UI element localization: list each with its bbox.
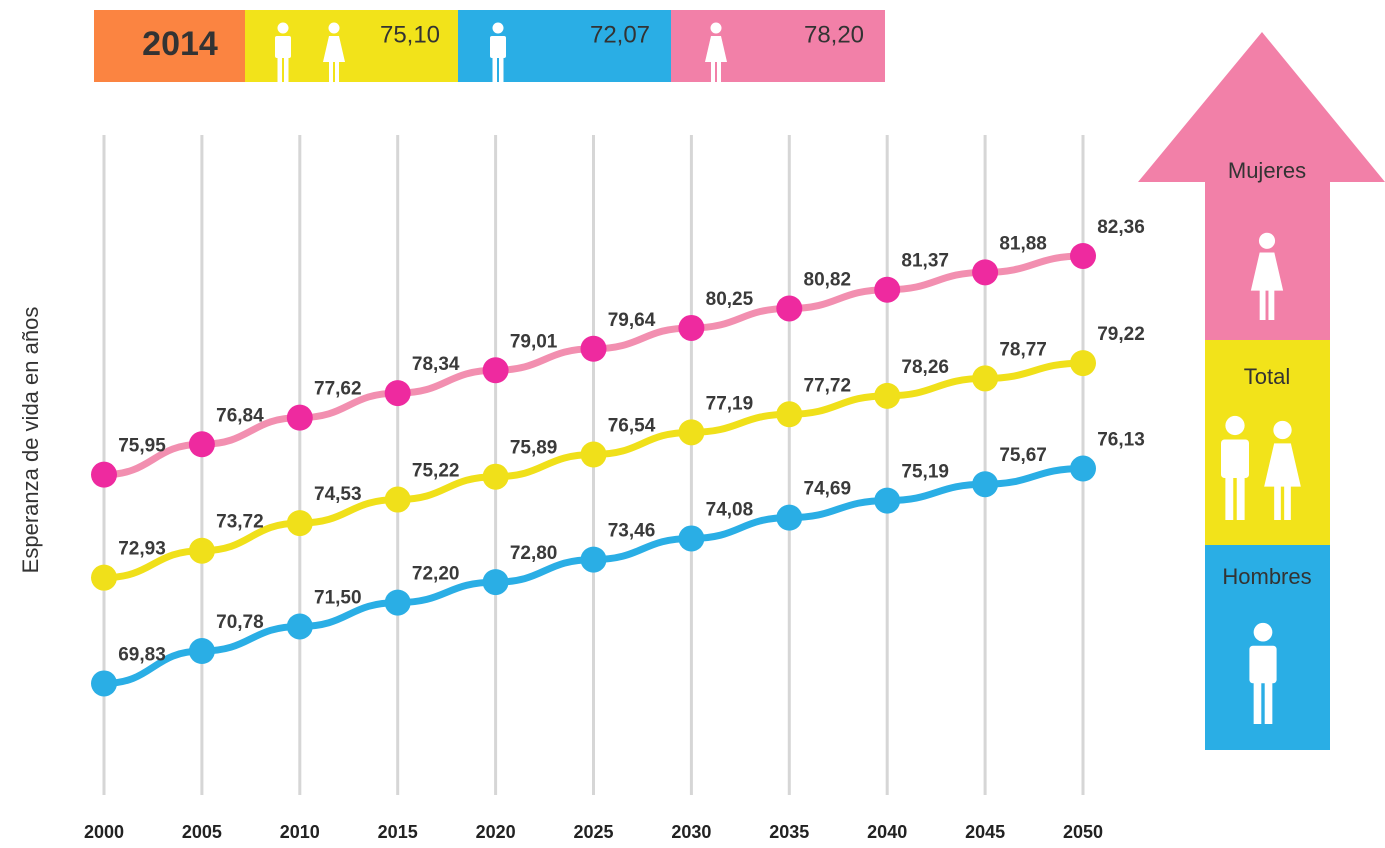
x-tick-label: 2005: [182, 822, 222, 842]
value-label: 79,22: [1097, 324, 1145, 345]
legend-label: Mujeres: [1228, 158, 1306, 183]
value-label: 81,88: [999, 233, 1047, 254]
banner: 2014 75,10 72,07 78,20: [94, 10, 885, 82]
x-tick-label: 2045: [965, 822, 1005, 842]
point: [580, 546, 607, 573]
value-label: 70,78: [216, 612, 264, 633]
value-label: 75,67: [999, 445, 1047, 466]
banner-year: 2014: [142, 25, 218, 63]
legend-arrow: Mujeres Total Hombres: [1138, 32, 1385, 750]
point: [286, 404, 313, 431]
point: [776, 401, 803, 428]
value-label: 78,26: [901, 357, 949, 378]
value-label: 75,89: [510, 438, 558, 459]
point: [580, 335, 607, 362]
value-label: 72,93: [118, 539, 166, 560]
arrow-women: [1138, 32, 1385, 340]
x-tick-label: 2000: [84, 822, 124, 842]
point: [188, 537, 215, 564]
x-tick-label: 2035: [769, 822, 809, 842]
point: [874, 276, 901, 303]
point: [1070, 242, 1096, 269]
banner-women-box: [671, 10, 885, 82]
point: [972, 365, 999, 392]
x-tick-label: 2015: [378, 822, 418, 842]
value-label: 72,80: [510, 543, 558, 564]
x-tick-label: 2020: [476, 822, 516, 842]
point: [91, 670, 117, 697]
point: [188, 431, 215, 458]
y-axis-label: Esperanza de vida en años: [18, 307, 43, 574]
banner-year-box: [94, 10, 245, 82]
point: [874, 382, 901, 409]
point: [384, 589, 411, 616]
point: [384, 380, 411, 407]
point: [286, 613, 313, 640]
value-label: 72,20: [412, 564, 460, 585]
value-label: 79,64: [608, 310, 656, 331]
point: [91, 461, 117, 488]
point: [91, 564, 117, 591]
legend-label: Hombres: [1222, 564, 1311, 589]
value-label: 74,08: [706, 499, 754, 520]
value-label: 80,82: [804, 270, 852, 291]
point: [874, 487, 901, 514]
legend-label: Total: [1244, 364, 1290, 389]
x-tick-label: 2040: [867, 822, 907, 842]
value-label: 77,19: [706, 393, 754, 414]
value-label: 73,72: [216, 512, 264, 533]
point: [972, 471, 999, 498]
banner-total: 75,10: [380, 21, 440, 48]
value-label: 75,22: [412, 461, 460, 482]
value-label: 76,54: [608, 416, 656, 437]
value-label: 71,50: [314, 587, 362, 608]
point: [776, 295, 803, 322]
value-label: 74,53: [314, 484, 362, 505]
value-label: 79,01: [510, 331, 558, 352]
point: [188, 638, 215, 665]
value-label: 82,36: [1097, 217, 1145, 238]
value-label: 80,25: [706, 289, 754, 310]
value-label: 73,46: [608, 521, 656, 542]
x-tick-label: 2030: [671, 822, 711, 842]
value-label: 78,34: [412, 354, 460, 375]
point: [678, 525, 705, 552]
value-label: 76,84: [216, 405, 264, 426]
point: [482, 569, 509, 596]
value-label: 75,95: [118, 436, 166, 457]
point: [580, 441, 607, 468]
point: [776, 504, 803, 531]
point: [286, 510, 313, 537]
x-tick-label: 2025: [573, 822, 613, 842]
value-label: 77,62: [314, 379, 362, 400]
value-label: 69,83: [118, 644, 166, 665]
point: [972, 259, 999, 286]
point: [482, 463, 509, 490]
value-label: 78,77: [999, 339, 1047, 360]
value-label: 81,37: [901, 251, 949, 272]
point: [384, 486, 411, 513]
value-label: 76,13: [1097, 430, 1145, 451]
point: [482, 357, 509, 384]
point: [1070, 455, 1096, 482]
point: [678, 314, 705, 341]
value-label: 75,19: [901, 462, 949, 483]
plot: 2000 2005 2010 2015 2020 2025 2030 2035 2040 2045…: [84, 135, 1145, 842]
banner-men: 72,07: [590, 21, 650, 48]
value-label: 77,72: [804, 375, 852, 396]
banner-women: 78,20: [804, 21, 864, 48]
point: [678, 419, 705, 446]
x-tick-label: 2010: [280, 822, 320, 842]
x-tick-label: 2050: [1063, 822, 1103, 842]
value-label: 74,69: [804, 479, 852, 500]
point: [1070, 350, 1096, 377]
